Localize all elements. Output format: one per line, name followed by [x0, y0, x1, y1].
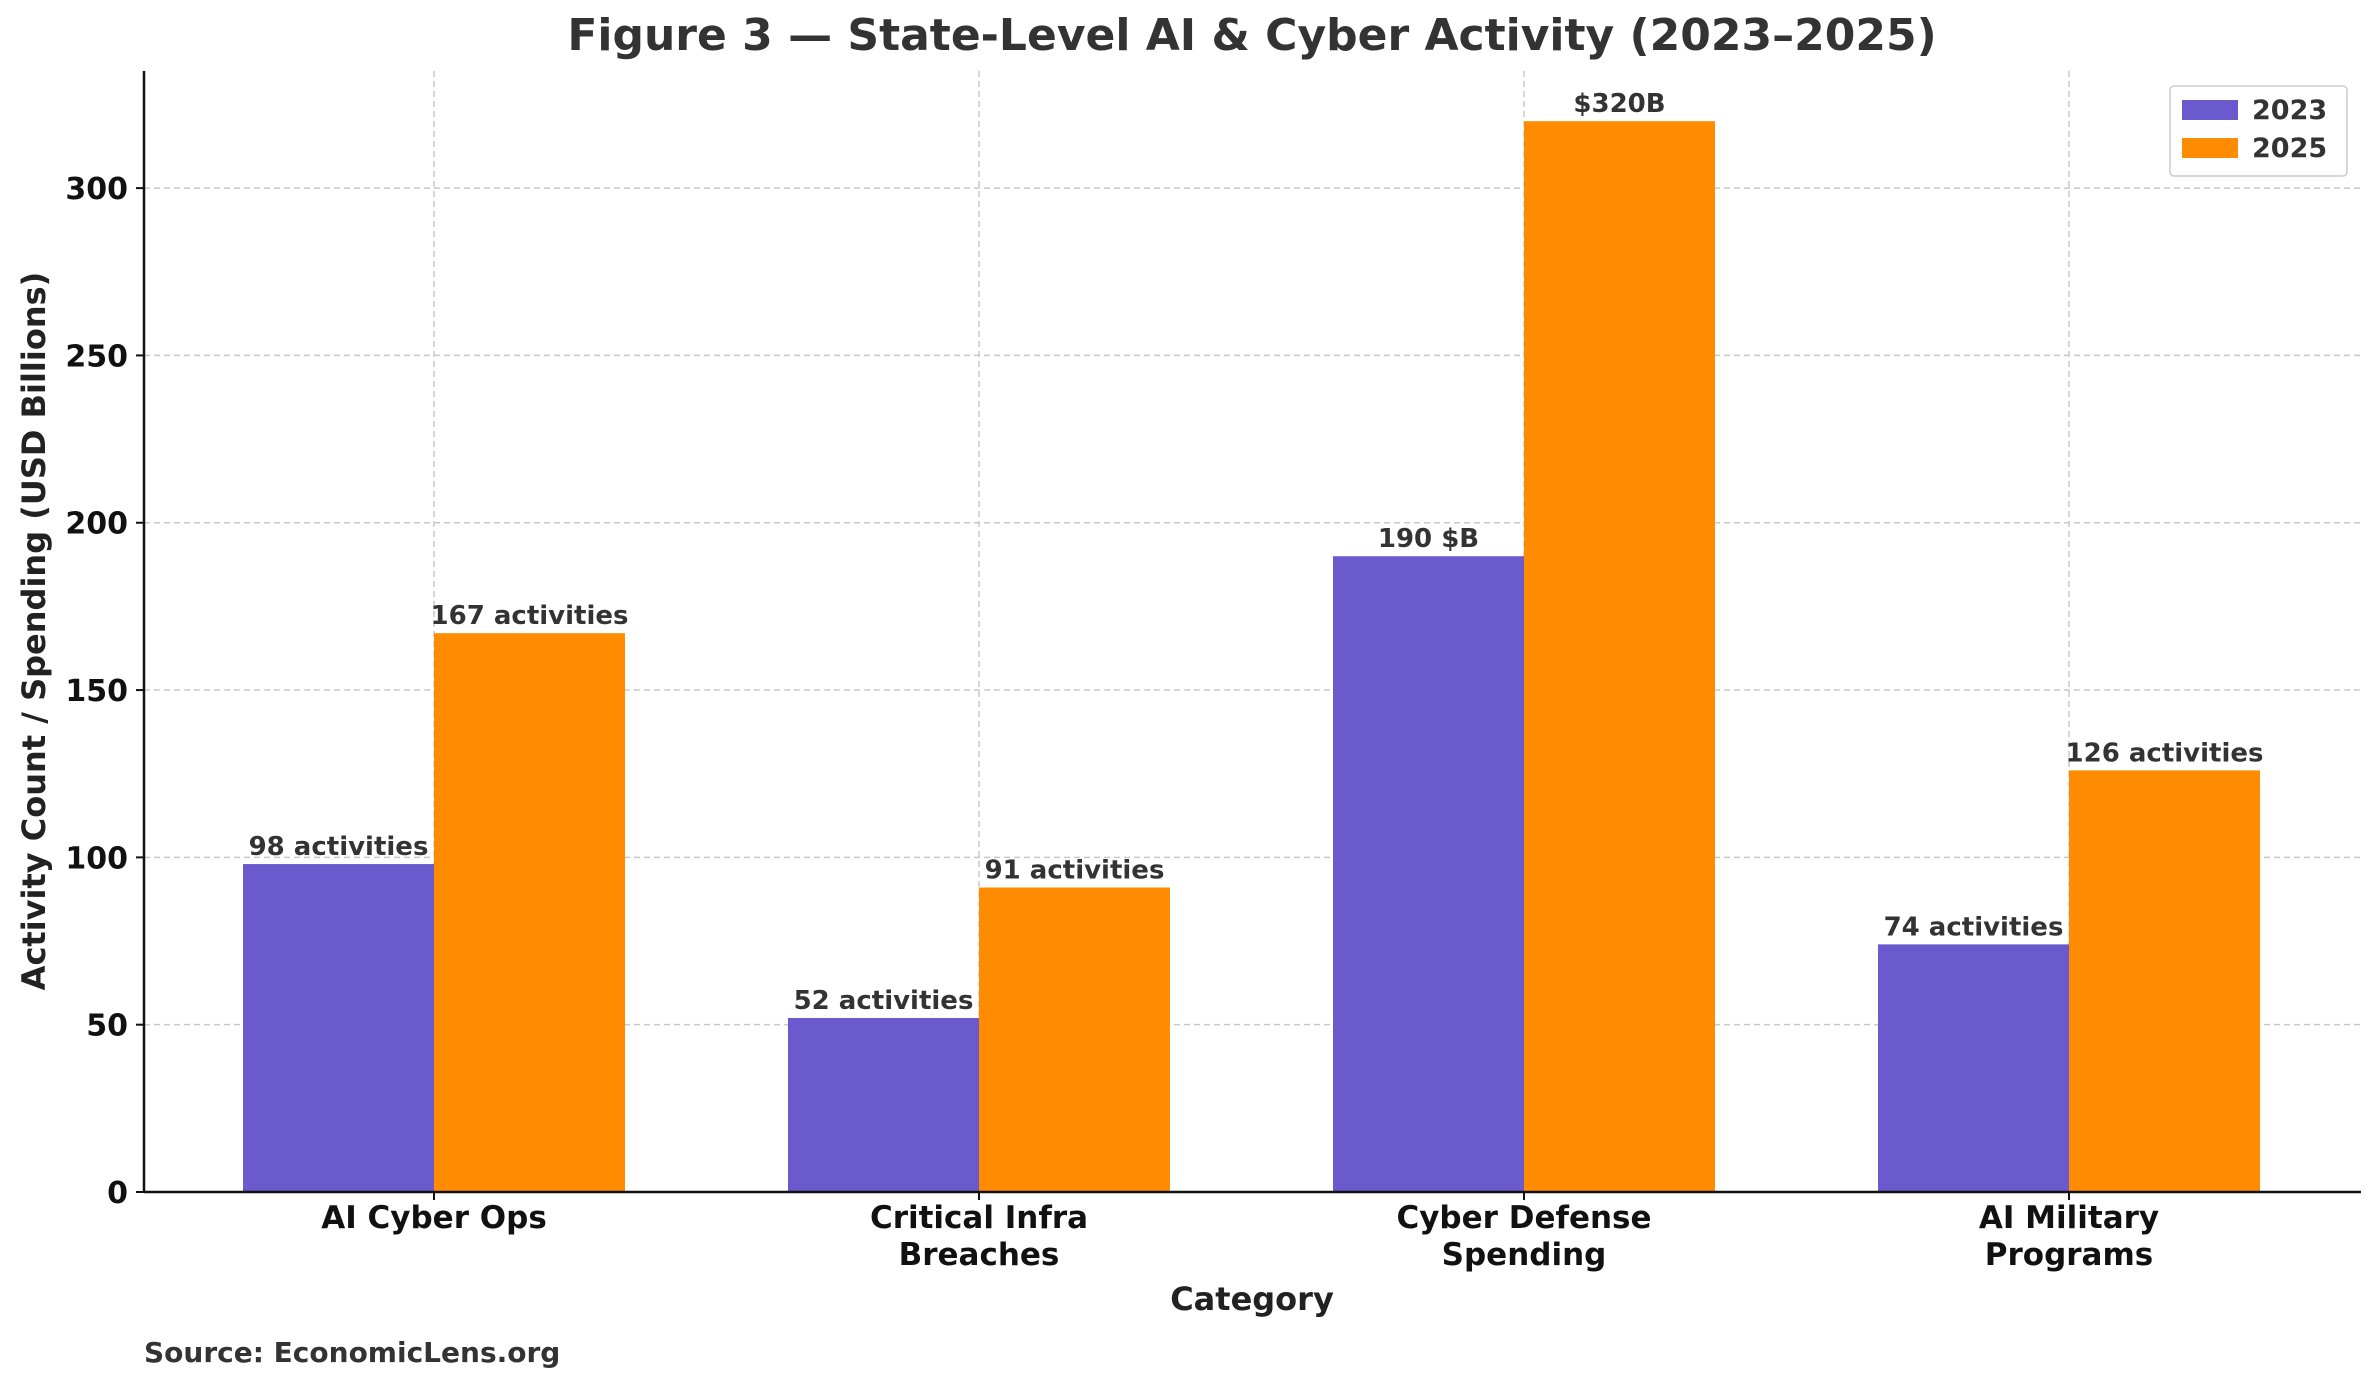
legend-label: 2025: [2252, 133, 2327, 164]
y-tick-label: 150: [65, 674, 128, 709]
bar: [1524, 121, 1715, 1192]
x-tick-label: Critical Infra Breaches: [870, 1200, 1088, 1273]
bar: [788, 1017, 979, 1192]
source-note: Source: EconomicLens.org: [144, 1336, 560, 1369]
x-tick-label: Cyber Defense Spending: [1396, 1200, 1651, 1273]
value-label: $320B: [1573, 89, 1665, 119]
bar: [1333, 556, 1524, 1192]
legend-label: 2023: [2252, 95, 2327, 126]
y-tick-label: 200: [65, 507, 128, 542]
value-label: 74 activities: [1884, 912, 2064, 942]
x-tick-label: AI Military Programs: [1979, 1200, 2159, 1273]
bar: [434, 633, 625, 1192]
legend-swatch: [2182, 138, 2238, 158]
value-label: 98 activities: [249, 832, 429, 862]
value-label: 126 activities: [2066, 738, 2264, 768]
value-label: 52 activities: [794, 986, 974, 1016]
chart-title: Figure 3 — State-Level AI & Cyber Activi…: [567, 10, 1936, 61]
x-tick-label: AI Cyber Ops: [321, 1200, 547, 1236]
y-axis-label: Activity Count / Spending (USD Billions): [15, 272, 53, 991]
value-label: 190 $B: [1378, 524, 1479, 554]
x-axis-label: Category: [1170, 1280, 1334, 1318]
value-label: 91 activities: [985, 855, 1165, 885]
y-tick-label: 250: [65, 339, 128, 374]
y-tick-label: 50: [86, 1009, 128, 1044]
bar: [979, 887, 1170, 1192]
bar: [2069, 770, 2260, 1192]
value-label: 167 activities: [431, 601, 629, 631]
bar: [243, 864, 434, 1192]
y-tick-label: 300: [65, 172, 128, 207]
y-tick-label: 100: [65, 841, 128, 876]
y-tick-label: 0: [107, 1176, 128, 1211]
legend-swatch: [2182, 100, 2238, 120]
bar: [1878, 944, 2069, 1192]
